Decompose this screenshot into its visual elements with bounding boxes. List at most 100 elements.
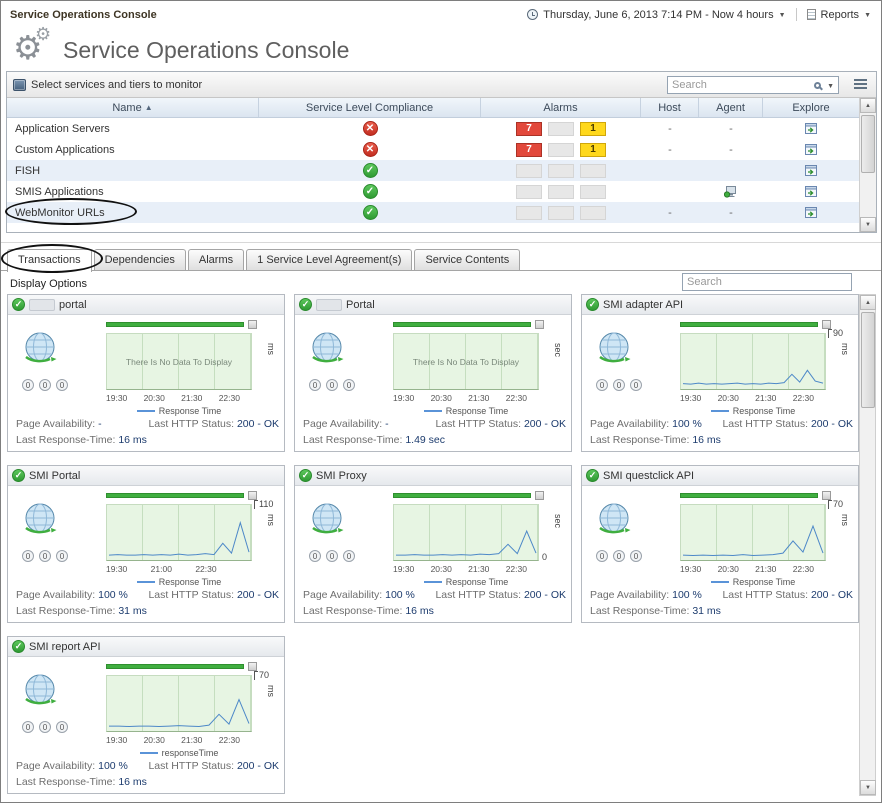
service-name[interactable]: SMIS Applications [15,185,104,198]
chart-options-icon[interactable] [248,662,257,671]
alarm-count-warning[interactable] [580,184,606,199]
reports-dropdown-arrow[interactable]: ▼ [864,12,871,19]
scroll-up-button[interactable]: ▲ [860,98,876,113]
explore-cell[interactable] [763,160,859,181]
chart-options-icon[interactable] [535,320,544,329]
alarm-count-critical[interactable] [548,163,574,178]
column-header-agent[interactable]: Agent [699,98,763,117]
tile-header[interactable]: ✓ SMI Portal [8,466,284,486]
services-table-body: Application Servers ✕ 7 1 - - [7,118,859,223]
reports-label[interactable]: Reports [820,8,860,21]
explore-icon[interactable] [804,185,818,198]
counter-badge: 0 [613,379,625,391]
column-header-name[interactable]: Name ▲ [7,98,259,117]
alarm-count-fatal[interactable]: 7 [516,121,542,136]
time-range-dropdown-arrow[interactable]: ▼ [778,12,786,19]
chart-options-icon[interactable] [822,491,831,500]
counter-badge: 0 [56,550,68,562]
table-row[interactable]: SMIS Applications ✓ [7,181,859,202]
tab-service-contents[interactable]: Service Contents [414,249,521,270]
tile-title[interactable]: SMI questclick API [603,469,695,482]
services-search-input[interactable] [668,79,815,91]
tile-title[interactable]: Portal [346,298,375,311]
alarm-count-fatal[interactable]: 7 [516,142,542,157]
service-name[interactable]: WebMonitor URLs [15,206,105,219]
explore-cell[interactable] [763,118,859,139]
alarm-count-critical[interactable] [548,142,574,157]
chart-options-icon[interactable] [822,320,831,329]
alarm-count-warning[interactable] [580,205,606,220]
x-axis-ticks: 19:30 20:30 21:30 22:30 [106,735,240,745]
alarm-count-fatal[interactable] [516,163,542,178]
tab-dependencies[interactable]: Dependencies [93,249,186,270]
agent-cell: - [699,202,763,223]
tiles-search-input[interactable] [682,273,852,291]
alarm-count-critical[interactable] [548,205,574,220]
transaction-tile: ✓ SMI Proxy 0 0 0 0 sec 19:30 [294,465,572,623]
host-cell: - [668,143,672,156]
scrollbar-thumb[interactable] [861,115,875,173]
scroll-down-button[interactable]: ▼ [860,217,876,232]
table-row[interactable]: Application Servers ✕ 7 1 - - [7,118,859,139]
column-header-compliance[interactable]: Service Level Compliance [259,98,481,117]
scrollbar-thumb[interactable] [861,312,875,408]
tile-status-icon: ✓ [586,469,599,482]
table-row[interactable]: FISH ✓ [7,160,859,181]
tab-1-service-level-agreement-s-[interactable]: 1 Service Level Agreement(s) [246,249,413,270]
response-time-chart [106,504,252,561]
search-icon[interactable] [814,81,822,89]
alarm-count-warning[interactable] [580,163,606,178]
tile-header[interactable]: ✓ Portal [295,295,571,315]
table-row[interactable]: WebMonitor URLs ✓ - - [7,202,859,223]
explore-cell[interactable] [763,202,859,223]
explore-cell[interactable] [763,139,859,160]
tile-header[interactable]: ✓ SMI Proxy [295,466,571,486]
table-row[interactable]: Custom Applications ✕ 7 1 - - [7,139,859,160]
alarm-count-fatal[interactable] [516,205,542,220]
time-range-control: Thursday, June 6, 2013 7:14 PM - Now 4 h… [527,8,871,21]
service-name[interactable]: FISH [15,164,41,177]
chart-options-icon[interactable] [248,491,257,500]
tab-transactions[interactable]: Transactions [7,249,92,272]
y-axis-unit: ms [266,343,276,355]
column-header-alarms[interactable]: Alarms [481,98,641,117]
alarm-count-critical[interactable] [548,121,574,136]
column-header-host[interactable]: Host [641,98,699,117]
alarm-count-warning[interactable]: 1 [580,142,606,157]
explore-icon[interactable] [804,122,818,135]
alarm-count-warning[interactable]: 1 [580,121,606,136]
response-time-value: 31 ms [118,605,147,617]
chart-options-icon[interactable] [248,320,257,329]
column-header-explore[interactable]: Explore [792,101,830,114]
tile-title[interactable]: portal [59,298,87,311]
explore-cell[interactable] [763,181,859,202]
legend-label: Response Time [445,406,509,416]
tile-title[interactable]: SMI report API [29,640,101,653]
alarm-count-fatal[interactable] [516,184,542,199]
explore-icon[interactable] [804,206,818,219]
panel-menu-icon[interactable] [854,79,867,90]
tile-header[interactable]: ✓ portal [8,295,284,315]
alarm-count-critical[interactable] [548,184,574,199]
scroll-up-button[interactable]: ▲ [860,295,876,310]
service-name[interactable]: Custom Applications [15,143,115,156]
tile-title[interactable]: SMI adapter API [603,298,684,311]
tile-title[interactable]: SMI Portal [29,469,81,482]
explore-icon[interactable] [804,143,818,156]
scroll-down-button[interactable]: ▼ [860,780,876,795]
availability-label: Page Availability: [16,760,96,772]
availability-value: 100 % [672,418,702,430]
tile-title[interactable]: SMI Proxy [316,469,367,482]
sparkline [394,505,538,560]
tile-header[interactable]: ✓ SMI questclick API [582,466,858,486]
tile-header[interactable]: ✓ SMI adapter API [582,295,858,315]
search-dropdown-arrow[interactable]: ▼ [827,82,834,90]
time-range-label[interactable]: Thursday, June 6, 2013 7:14 PM - Now 4 h… [543,8,774,21]
chart-options-icon[interactable] [535,491,544,500]
availability-label: Page Availability: [303,418,383,430]
tile-header[interactable]: ✓ SMI report API [8,637,284,657]
service-name[interactable]: Application Servers [15,122,110,135]
explore-icon[interactable] [804,164,818,177]
tab-alarms[interactable]: Alarms [187,249,245,270]
